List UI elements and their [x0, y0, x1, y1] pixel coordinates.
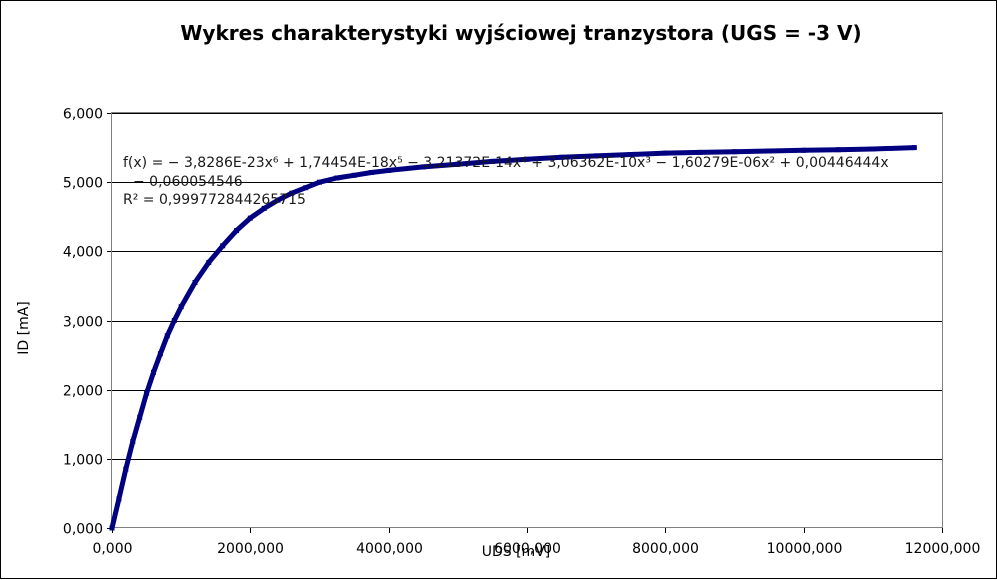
- data-point: [455, 161, 461, 167]
- y-tick-labels: 0,000 1,000 2,000 3,000 4,000 5,000 6,000: [63, 107, 103, 538]
- data-point: [524, 156, 530, 162]
- data-point: [137, 414, 143, 420]
- data-point: [420, 164, 426, 170]
- data-point: [870, 146, 876, 152]
- data-point: [593, 153, 599, 159]
- data-point: [489, 158, 495, 164]
- x-tick-label: 12000,000: [905, 541, 981, 557]
- x-tick-label: 2000,000: [217, 541, 284, 557]
- x-axis-title: UDS [mV]: [482, 544, 551, 560]
- data-point: [144, 390, 150, 396]
- data-point: [192, 280, 198, 285]
- y-tick-label: 6,000: [63, 107, 103, 123]
- data-point: [220, 243, 226, 249]
- data-point: [303, 185, 309, 191]
- data-point: [662, 150, 668, 156]
- data-point: [171, 318, 177, 323]
- data-point: [234, 228, 239, 234]
- data-point: [386, 167, 392, 173]
- x-tick-label: 8000,000: [632, 541, 699, 557]
- data-point: [697, 149, 703, 155]
- y-tick-label: 3,000: [63, 315, 103, 331]
- data-point: [206, 259, 212, 265]
- data-point: [130, 439, 136, 444]
- data-point: [275, 197, 281, 203]
- data-point: [334, 175, 340, 181]
- data-point: [261, 205, 267, 211]
- chart-title: Wykres charakterystyki wyjściowej tranzy…: [180, 21, 861, 45]
- data-point: [109, 525, 115, 531]
- x-tick-labels: 0,000 2000,000 4000,000 6000,000 8000,000 100…: [92, 541, 980, 557]
- trendline-equation-line2: − 0,060054546: [133, 174, 243, 190]
- x-tick-label: 4000,000: [356, 541, 423, 557]
- y-tick-label: 1,000: [63, 453, 103, 469]
- data-point: [766, 148, 772, 154]
- data-point: [151, 369, 156, 375]
- data-point: [801, 147, 807, 153]
- data-point: [116, 496, 122, 502]
- data-point: [178, 304, 184, 310]
- data-point: [289, 190, 295, 196]
- data-point: [911, 145, 917, 151]
- y-tick-label: 2,000: [63, 384, 103, 400]
- data-point: [123, 466, 129, 472]
- data-point: [317, 179, 322, 185]
- data-point: [164, 333, 170, 339]
- trendline-equation-line1: f(x) = − 3,8286E-23x⁶ + 1,74454E-18x⁵ − …: [123, 155, 889, 171]
- data-series: [109, 145, 917, 531]
- gridlines: [107, 113, 943, 533]
- x-tick-label: 6000,000: [494, 541, 561, 557]
- x-tick-label: 0,000: [92, 541, 132, 557]
- trendline-r-squared: R² = 0,999772844265715: [123, 192, 306, 208]
- data-point: [732, 149, 737, 155]
- y-tick-label: 4,000: [63, 245, 103, 261]
- data-point: [351, 172, 357, 178]
- x-tick-label: 10000,000: [767, 541, 843, 557]
- data-point: [157, 351, 163, 357]
- data-point: [559, 154, 565, 160]
- trendline: [109, 145, 917, 531]
- y-tick-label: 0,000: [63, 522, 103, 538]
- data-point: [835, 147, 841, 153]
- data-point: [247, 215, 253, 221]
- data-point: [628, 152, 634, 157]
- y-axis-title: ID [mA]: [16, 301, 32, 355]
- data-point: [368, 170, 374, 175]
- y-tick-label: 5,000: [63, 176, 103, 192]
- plot-area-border: [111, 112, 943, 528]
